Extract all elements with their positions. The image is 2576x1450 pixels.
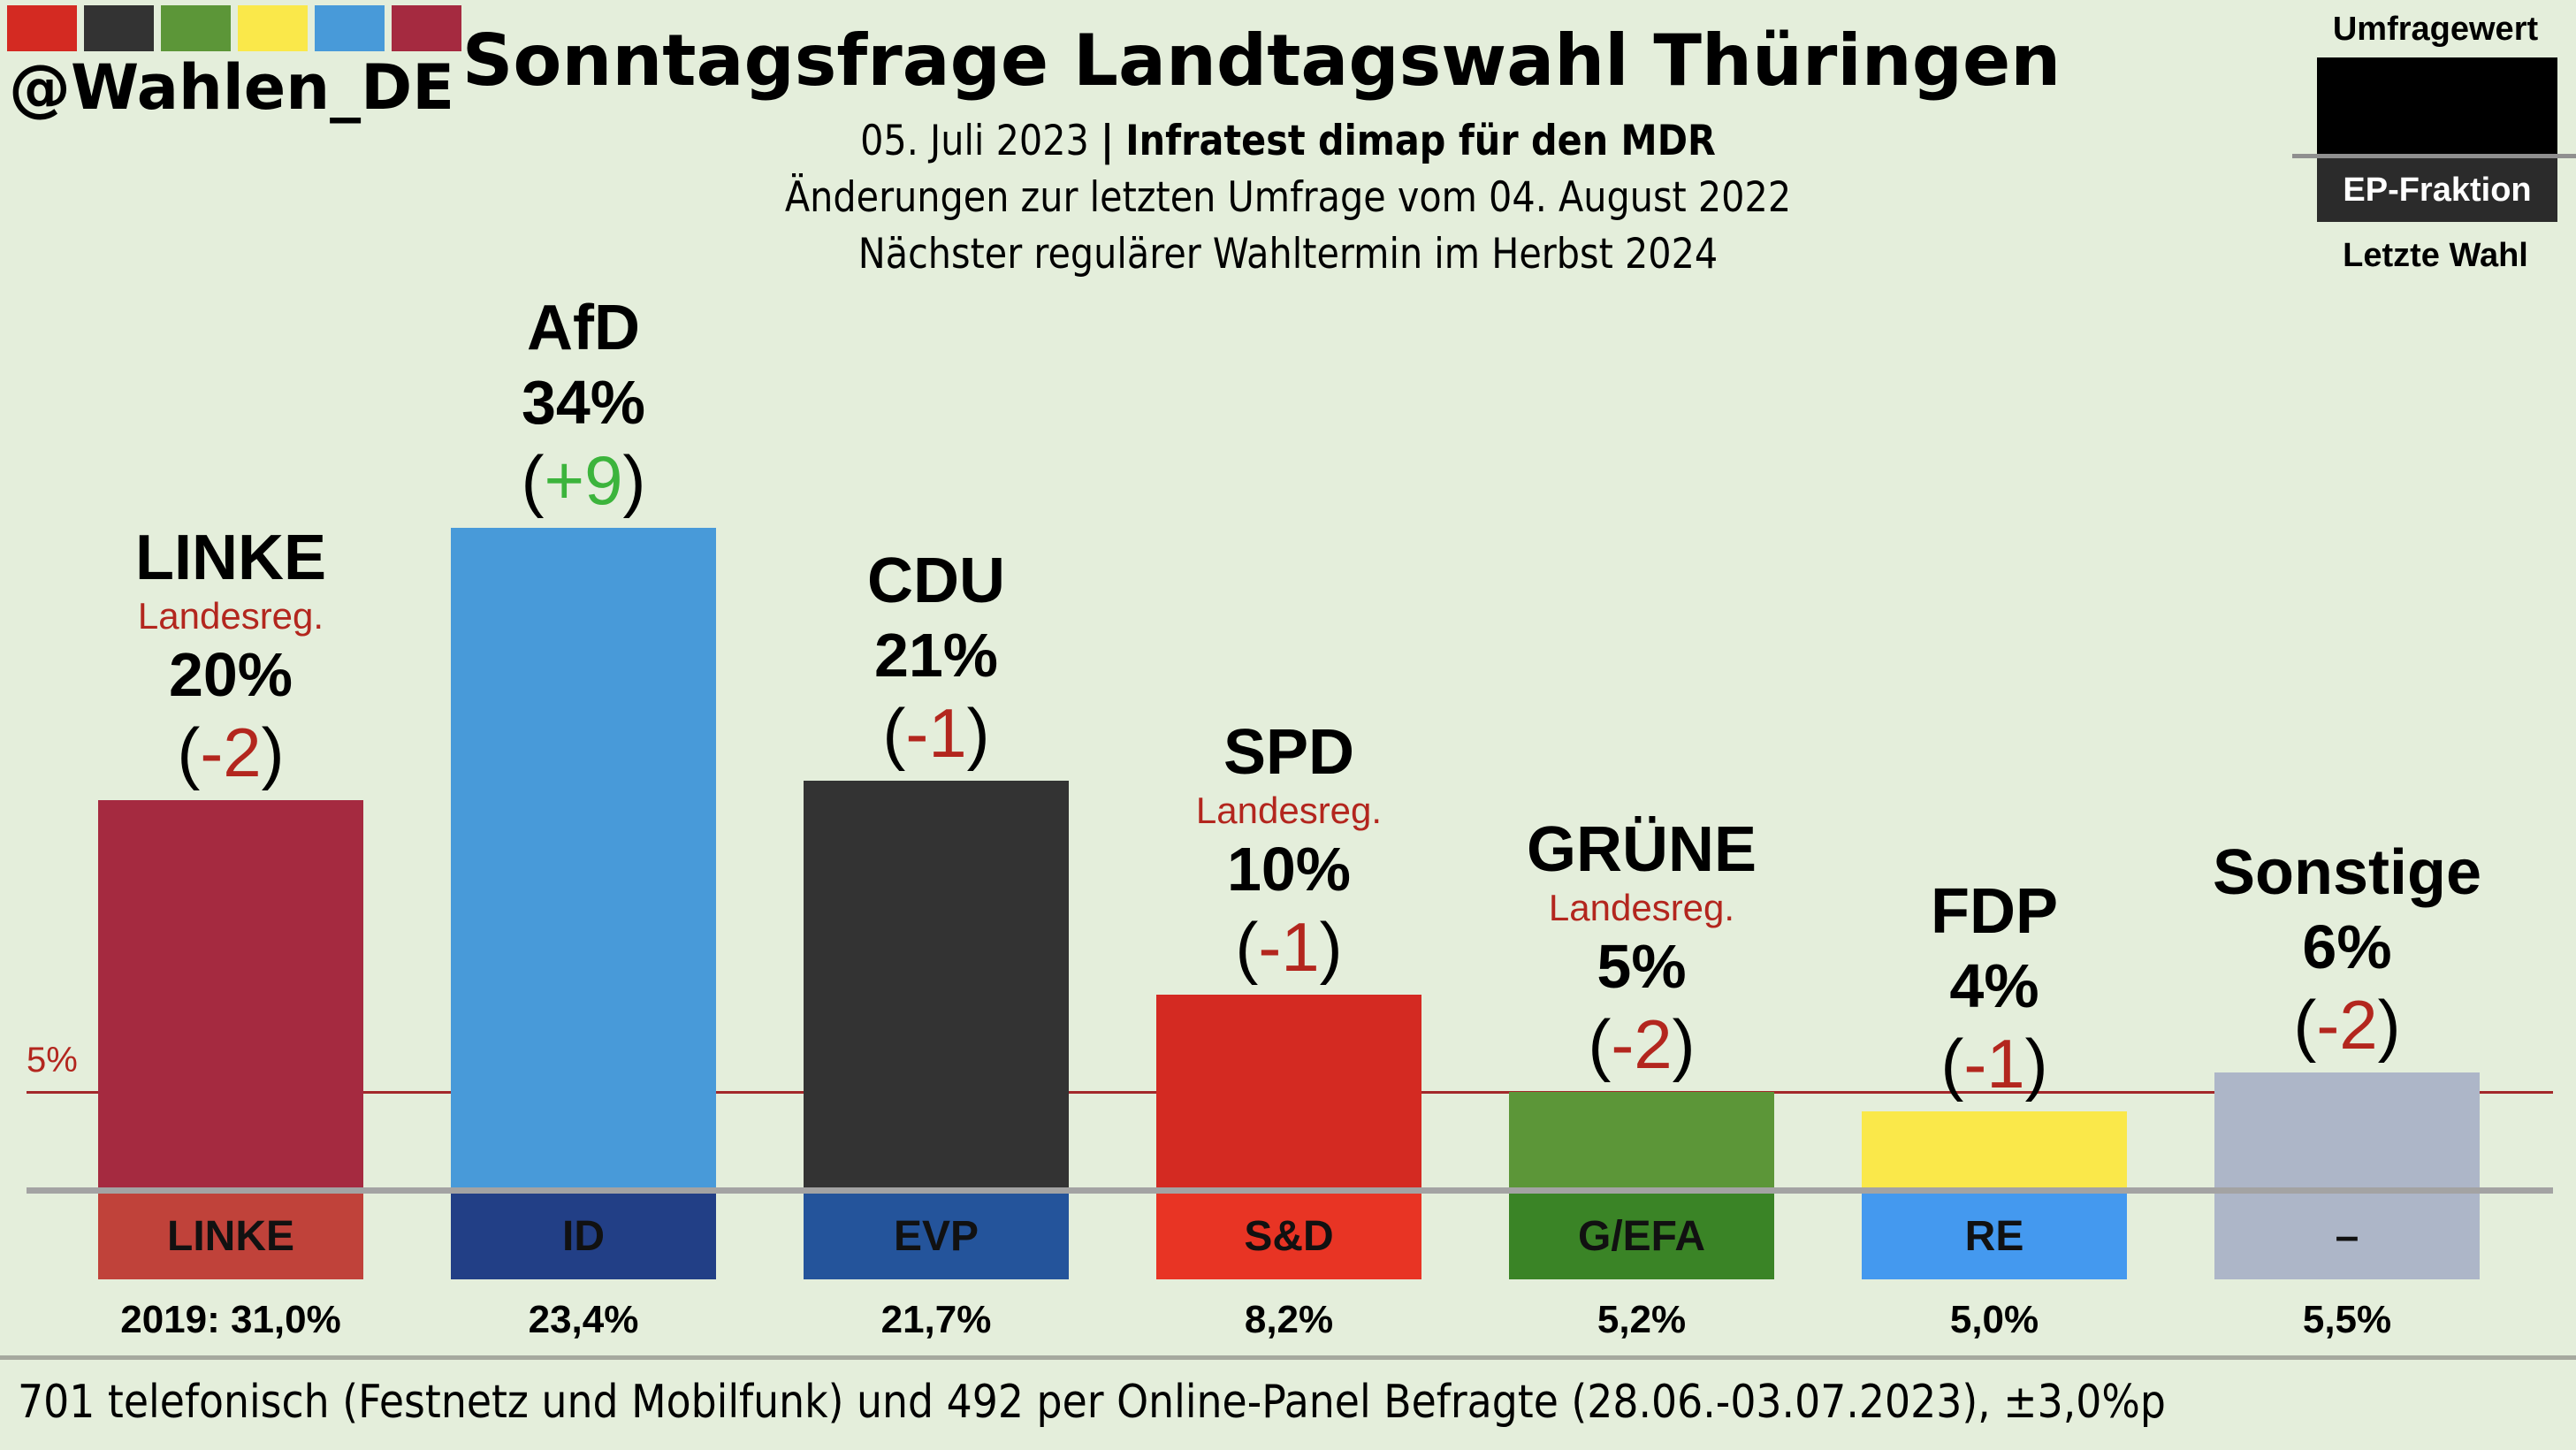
logo-color-square	[392, 5, 461, 51]
change-value: -2	[2316, 986, 2378, 1064]
chart-baseline	[27, 1187, 2553, 1194]
bar-fdp	[1862, 1111, 2127, 1189]
change-label: (-2)	[2161, 984, 2533, 1065]
change-label: (-1)	[1809, 1023, 2180, 1104]
last-election-value: 21,7%	[880, 1298, 992, 1341]
change-value: -2	[200, 714, 262, 791]
party-name: SPD	[1223, 717, 1355, 788]
bar-label-group: GRÜNE Landesreg. 5% (-2)	[1456, 813, 1827, 1085]
paren-close: )	[1319, 908, 1343, 986]
logo-color-square	[161, 5, 231, 51]
last-election-value: 5,5%	[2302, 1298, 2392, 1341]
change-value: -1	[1258, 908, 1320, 986]
value-label: 20%	[168, 640, 293, 709]
legend-poll-value-label: Umfragewert	[2332, 11, 2539, 48]
bar-label-group: AfD 34% (+9)	[398, 291, 769, 521]
legend-last-election-label: Letzte Wahl	[2343, 237, 2528, 274]
government-badge: Landesreg.	[137, 595, 324, 637]
last-election-value: 2019: 31,0%	[120, 1298, 341, 1341]
paren-close: )	[2024, 1025, 2048, 1103]
paren-open: (	[1235, 908, 1259, 986]
ep-group-label: ID	[451, 1194, 716, 1279]
party-name: Sonstige	[2212, 837, 2482, 908]
poll-institute: Infratest dimap für den MDR	[1125, 117, 1716, 165]
bar-grüne	[1509, 1092, 1774, 1189]
bar-afd	[451, 528, 716, 1189]
paren-open: (	[2293, 986, 2317, 1064]
logo-color-square	[84, 5, 154, 51]
ep-group-label: RE	[1862, 1194, 2127, 1279]
brand-handle: @Wahlen_DE	[9, 51, 455, 124]
paren-close: )	[622, 441, 646, 519]
last-election-value: 5,2%	[1597, 1298, 1687, 1341]
government-badge: Landesreg.	[1548, 887, 1735, 928]
legend-baseline	[2292, 154, 2576, 158]
bar-label-group: LINKE Landesreg. 20% (-2)	[45, 521, 416, 793]
paren-open: (	[177, 714, 201, 791]
bar-label-group: Sonstige 6% (-2)	[2161, 836, 2533, 1065]
bar-cdu	[804, 781, 1069, 1189]
paren-open: (	[521, 441, 545, 519]
subtitle-date-institute: 05. Juli 2023 | Infratest dimap für den …	[155, 117, 2421, 165]
paren-close: )	[261, 714, 285, 791]
change-label: (+9)	[398, 439, 769, 521]
logo-color-square	[7, 5, 77, 51]
paren-close: )	[1672, 1005, 1696, 1083]
change-value: +9	[544, 441, 623, 519]
last-election-value: 5,0%	[1949, 1298, 2039, 1341]
value-label: 6%	[2302, 912, 2392, 981]
party-name: GRÜNE	[1526, 814, 1757, 885]
logo-color-square	[238, 5, 308, 51]
bar-label-group: SPD Landesreg. 10% (-1)	[1103, 715, 1475, 988]
footer-divider	[0, 1355, 2576, 1360]
chart-title-text: Sonntagsfrage Landtagswahl Thüringen	[461, 19, 2062, 102]
change-label: (-2)	[1456, 1004, 1827, 1085]
bar-label-group: CDU 21% (-1)	[751, 544, 1122, 774]
value-label: 10%	[1226, 835, 1352, 904]
legend-ep-group-label: EP-Fraktion	[2317, 158, 2557, 222]
poll-date: 05. Juli 2023	[860, 117, 1089, 165]
legend-poll-value-swatch	[2317, 57, 2557, 155]
logo-color-square	[315, 5, 385, 51]
government-badge: Landesreg.	[1195, 790, 1383, 831]
bar-sonstige	[2214, 1072, 2480, 1189]
value-label: 4%	[1949, 951, 2039, 1020]
value-label: 34%	[521, 368, 646, 437]
paren-open: (	[1940, 1025, 1964, 1103]
party-name: CDU	[867, 546, 1005, 616]
party-name: FDP	[1931, 876, 2058, 947]
paren-close: )	[2377, 986, 2401, 1064]
last-election-value: 23,4%	[528, 1298, 639, 1341]
separator: |	[1101, 117, 1115, 165]
paren-open: (	[882, 694, 906, 772]
ep-group-label: –	[2214, 1194, 2480, 1279]
value-label: 5%	[1597, 932, 1687, 1001]
paren-close: )	[966, 694, 990, 772]
bar-label-group: FDP 4% (-1)	[1809, 874, 2180, 1104]
last-election-value: 8,2%	[1244, 1298, 1334, 1341]
change-label: (-1)	[751, 692, 1122, 774]
ep-group-label: G/EFA	[1509, 1194, 1774, 1279]
ep-group-label: S&D	[1156, 1194, 1421, 1279]
bar-spd	[1156, 995, 1421, 1189]
party-name: LINKE	[135, 523, 326, 593]
changes-note: Änderungen zur letzten Umfrage vom 04. A…	[784, 173, 1792, 222]
change-value: -1	[1963, 1025, 2025, 1103]
value-label: 21%	[873, 621, 999, 690]
next-election-note: Nächster regulärer Wahltermin im Herbst …	[857, 230, 1719, 279]
ep-group-label: LINKE	[98, 1194, 363, 1279]
change-label: (-2)	[45, 712, 416, 793]
threshold-label: 5%	[27, 1041, 78, 1080]
paren-open: (	[1588, 1005, 1612, 1083]
party-name: AfD	[527, 293, 640, 363]
bar-linke	[98, 800, 363, 1189]
ep-group-label: EVP	[804, 1194, 1069, 1279]
chart-title: Sonntagsfrage Landtagswahl Thüringen	[0, 19, 2576, 102]
change-value: -2	[1611, 1005, 1673, 1083]
footer-note: 701 telefonisch (Festnetz und Mobilfunk)…	[18, 1376, 2166, 1429]
change-label: (-1)	[1103, 906, 1475, 988]
change-value: -1	[905, 694, 967, 772]
